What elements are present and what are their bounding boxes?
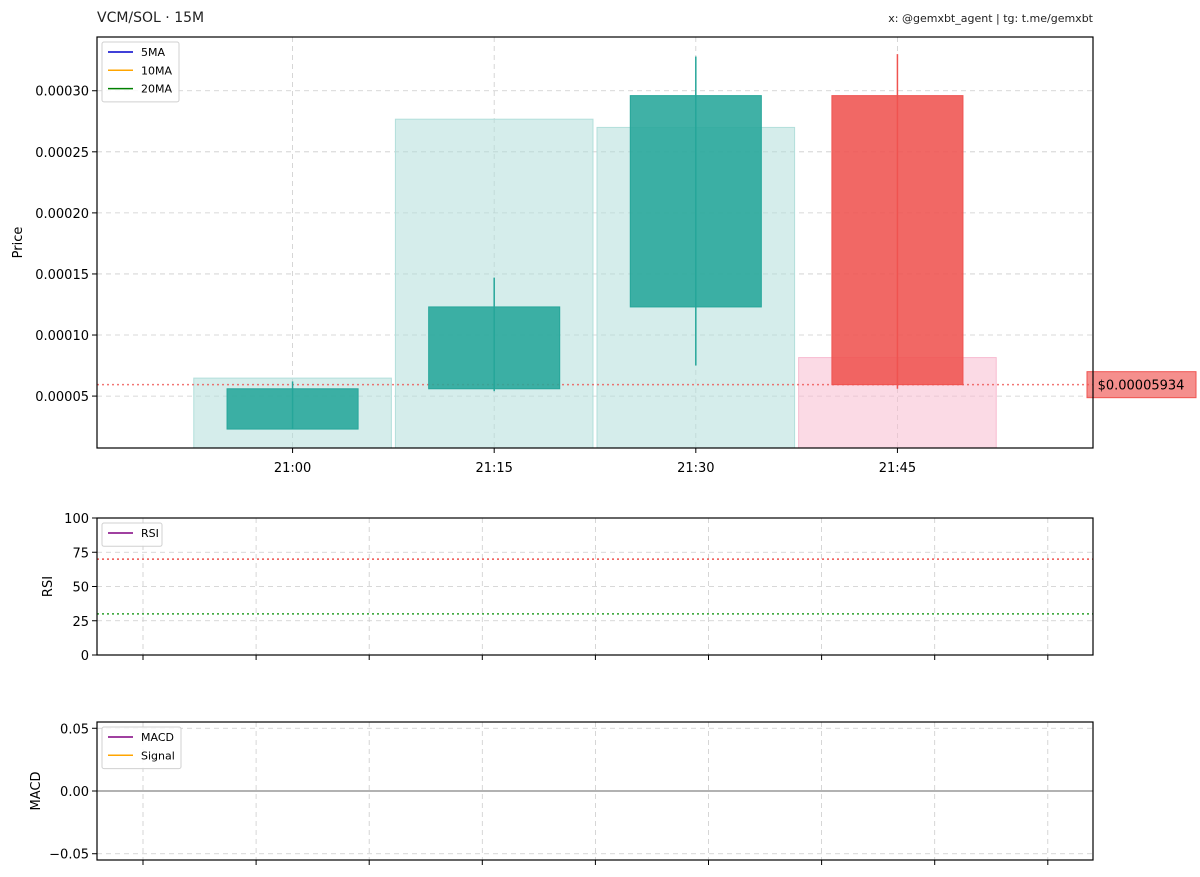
macd-panel: −0.05 0.00 0.05 MACD MACD Signal bbox=[29, 721, 1094, 865]
rsi-panel: 0 25 50 75 100 RSI RSI bbox=[41, 512, 1094, 664]
legend-label: 5MA bbox=[141, 46, 165, 59]
y-axis-label: MACD bbox=[29, 772, 44, 811]
plot-frame bbox=[96, 36, 1094, 449]
legend-label: Signal bbox=[141, 749, 175, 762]
y-tick-label: 0.00030 bbox=[35, 85, 89, 100]
last-price-label: $0.00005934 bbox=[1098, 379, 1185, 394]
x-tick-label: 21:30 bbox=[677, 461, 714, 476]
legend-label: MACD bbox=[141, 731, 174, 744]
legend-label: RSI bbox=[141, 527, 159, 540]
price-panel: 0.00005 0.00010 0.00015 0.00020 0.00025 0.000… bbox=[11, 36, 1197, 476]
y-tick-label: 0.00 bbox=[60, 785, 89, 800]
chart-title: VCM/SOL · 15M bbox=[97, 10, 204, 26]
y-tick-label: −0.05 bbox=[49, 848, 89, 863]
x-tick-label: 21:00 bbox=[274, 461, 311, 476]
y-axis-label: Price bbox=[11, 227, 26, 259]
x-tick-label: 21:45 bbox=[879, 461, 916, 476]
y-axis-label: RSI bbox=[41, 576, 56, 597]
y-tick-label: 0.00025 bbox=[35, 146, 89, 161]
last-price-badge bbox=[1086, 371, 1197, 399]
y-tick-label: 25 bbox=[72, 615, 89, 630]
plot-frame bbox=[96, 517, 1094, 656]
x-tick-label: 21:15 bbox=[475, 461, 512, 476]
y-tick-label: 75 bbox=[72, 546, 89, 561]
y-tick-label: 0.00010 bbox=[35, 329, 89, 344]
y-tick-label: 0.05 bbox=[60, 722, 89, 737]
candle-body bbox=[831, 95, 964, 386]
y-tick-label: 0.00015 bbox=[35, 268, 89, 283]
plot-frame bbox=[96, 721, 1094, 861]
candle-body bbox=[226, 388, 359, 430]
legend-label: 20MA bbox=[141, 83, 172, 96]
legend-box bbox=[101, 522, 163, 547]
y-tick-label: 0.00020 bbox=[35, 207, 89, 222]
legend-label: 10MA bbox=[141, 64, 172, 77]
candle-body bbox=[428, 306, 561, 390]
y-tick-label: 50 bbox=[72, 581, 89, 596]
legend-box bbox=[101, 41, 180, 103]
credit-text: x: @gemxbt_agent | tg: t.me/gemxbt bbox=[888, 12, 1093, 25]
y-tick-label: 100 bbox=[64, 512, 89, 527]
candle-body bbox=[629, 95, 762, 308]
y-tick-label: 0 bbox=[81, 649, 89, 664]
y-tick-label: 0.00005 bbox=[35, 390, 89, 405]
